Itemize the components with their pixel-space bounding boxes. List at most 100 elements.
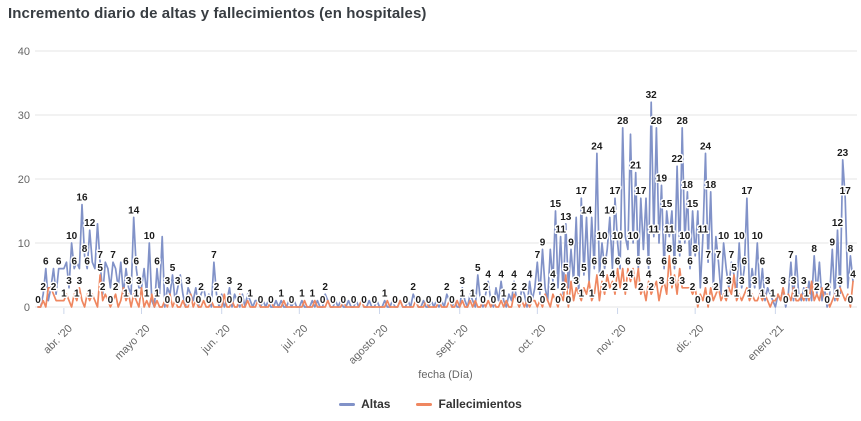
y-axis-label: 20 [18, 174, 30, 186]
x-axis-label: sept. '20 [433, 323, 471, 361]
data-label: 7 [97, 250, 103, 261]
data-label: 0 [705, 295, 711, 306]
data-label: 10 [144, 231, 156, 242]
data-label: 5 [731, 263, 737, 274]
data-label: 0 [695, 295, 701, 306]
data-label: 13 [560, 212, 572, 223]
data-label: 6 [71, 257, 77, 268]
data-label: 0 [330, 295, 336, 306]
data-label: 2 [690, 282, 696, 293]
data-label: 6 [84, 257, 90, 268]
data-label: 1 [747, 289, 753, 300]
y-axis-label: 0 [24, 302, 30, 314]
data-label: 0 [449, 295, 455, 306]
data-label: 2 [410, 282, 416, 293]
x-axis-label: abr. '20 [41, 323, 75, 357]
data-label: 1 [579, 289, 585, 300]
data-label: 0 [566, 295, 572, 306]
data-labels: 0262613106131686121752072613146131106130… [34, 89, 858, 308]
series-lines [37, 101, 854, 308]
data-label: 0 [824, 295, 830, 306]
data-label: 28 [677, 116, 689, 127]
data-label: 19 [656, 173, 668, 184]
data-label: 0 [527, 295, 533, 306]
data-label: 7 [788, 250, 794, 261]
data-label: 1 [804, 289, 810, 300]
data-label: 0 [361, 295, 367, 306]
data-label: 2 [814, 282, 820, 293]
x-axis-label: enero '21 [746, 323, 787, 364]
data-label: 9 [568, 237, 574, 248]
legend-item-fallecimientos[interactable]: Fallecimientos [416, 397, 522, 411]
chart-title: Incremento diario de altas y fallecimien… [8, 5, 427, 22]
data-label: 8 [692, 244, 698, 255]
data-label: 0 [216, 295, 222, 306]
data-label: 3 [66, 276, 72, 287]
data-label: 3 [227, 276, 233, 287]
data-label: 17 [576, 186, 588, 197]
data-label: 0 [426, 295, 432, 306]
data-label: 2 [638, 282, 644, 293]
data-label: 2 [713, 282, 719, 293]
data-label: 9 [830, 237, 836, 248]
data-label: 21 [630, 161, 642, 172]
data-label: 6 [760, 257, 766, 268]
data-label: 0 [540, 295, 546, 306]
data-label: 3 [165, 276, 171, 287]
data-label: 1 [793, 289, 799, 300]
data-label: 11 [648, 225, 659, 236]
x-axis-label: jun. '20 [199, 323, 233, 357]
data-label: 11 [555, 225, 566, 236]
data-label: 18 [682, 180, 694, 191]
data-label: 3 [126, 276, 132, 287]
data-label: 6 [635, 257, 641, 268]
data-label: 3 [703, 276, 709, 287]
data-label: 0 [185, 295, 191, 306]
data-label: 15 [661, 199, 673, 210]
data-label: 1 [501, 289, 507, 300]
data-label: 10 [66, 231, 78, 242]
series-line-fallecimientos[interactable] [37, 254, 854, 308]
data-label: 0 [320, 295, 326, 306]
x-axis: abr. '20 mayo '20 jun. '20 jul. '20 agosto '… [41, 308, 787, 367]
data-label: 2 [537, 282, 543, 293]
data-label: 3 [679, 276, 685, 287]
data-label: 6 [615, 257, 621, 268]
data-label: 3 [739, 276, 745, 287]
data-label: 2 [612, 282, 618, 293]
data-label: 6 [625, 257, 631, 268]
data-label: 9 [540, 237, 546, 248]
data-label: 17 [609, 186, 621, 197]
data-label: 1 [278, 289, 284, 300]
data-label: 0 [480, 295, 486, 306]
data-label: 6 [134, 257, 140, 268]
data-label: 4 [550, 269, 556, 280]
data-label: 4 [610, 269, 616, 280]
legend-item-altas[interactable]: Altas [339, 397, 390, 411]
data-label: 10 [734, 231, 746, 242]
data-label: 3 [185, 276, 191, 287]
data-label: 1 [144, 289, 150, 300]
data-label: 14 [128, 205, 140, 216]
data-label: 5 [475, 263, 481, 274]
data-label: 3 [669, 276, 675, 287]
data-label: 3 [837, 276, 843, 287]
y-axis-label: 40 [18, 46, 30, 58]
data-label: 6 [661, 257, 667, 268]
data-label: 3 [752, 276, 758, 287]
data-label: 3 [780, 276, 786, 287]
series-line-altas[interactable] [37, 101, 854, 308]
data-label: 17 [635, 186, 647, 197]
data-label: 6 [602, 257, 608, 268]
data-label: 1 [835, 289, 841, 300]
data-label: 0 [268, 295, 274, 306]
data-label: 1 [61, 289, 67, 300]
data-label: 4 [511, 269, 517, 280]
x-axis-label: jul. '20 [279, 323, 310, 354]
data-label: 4 [850, 269, 856, 280]
data-label: 3 [77, 276, 83, 287]
data-label: 3 [175, 276, 181, 287]
data-label: 2 [602, 282, 608, 293]
data-label: 0 [108, 295, 114, 306]
